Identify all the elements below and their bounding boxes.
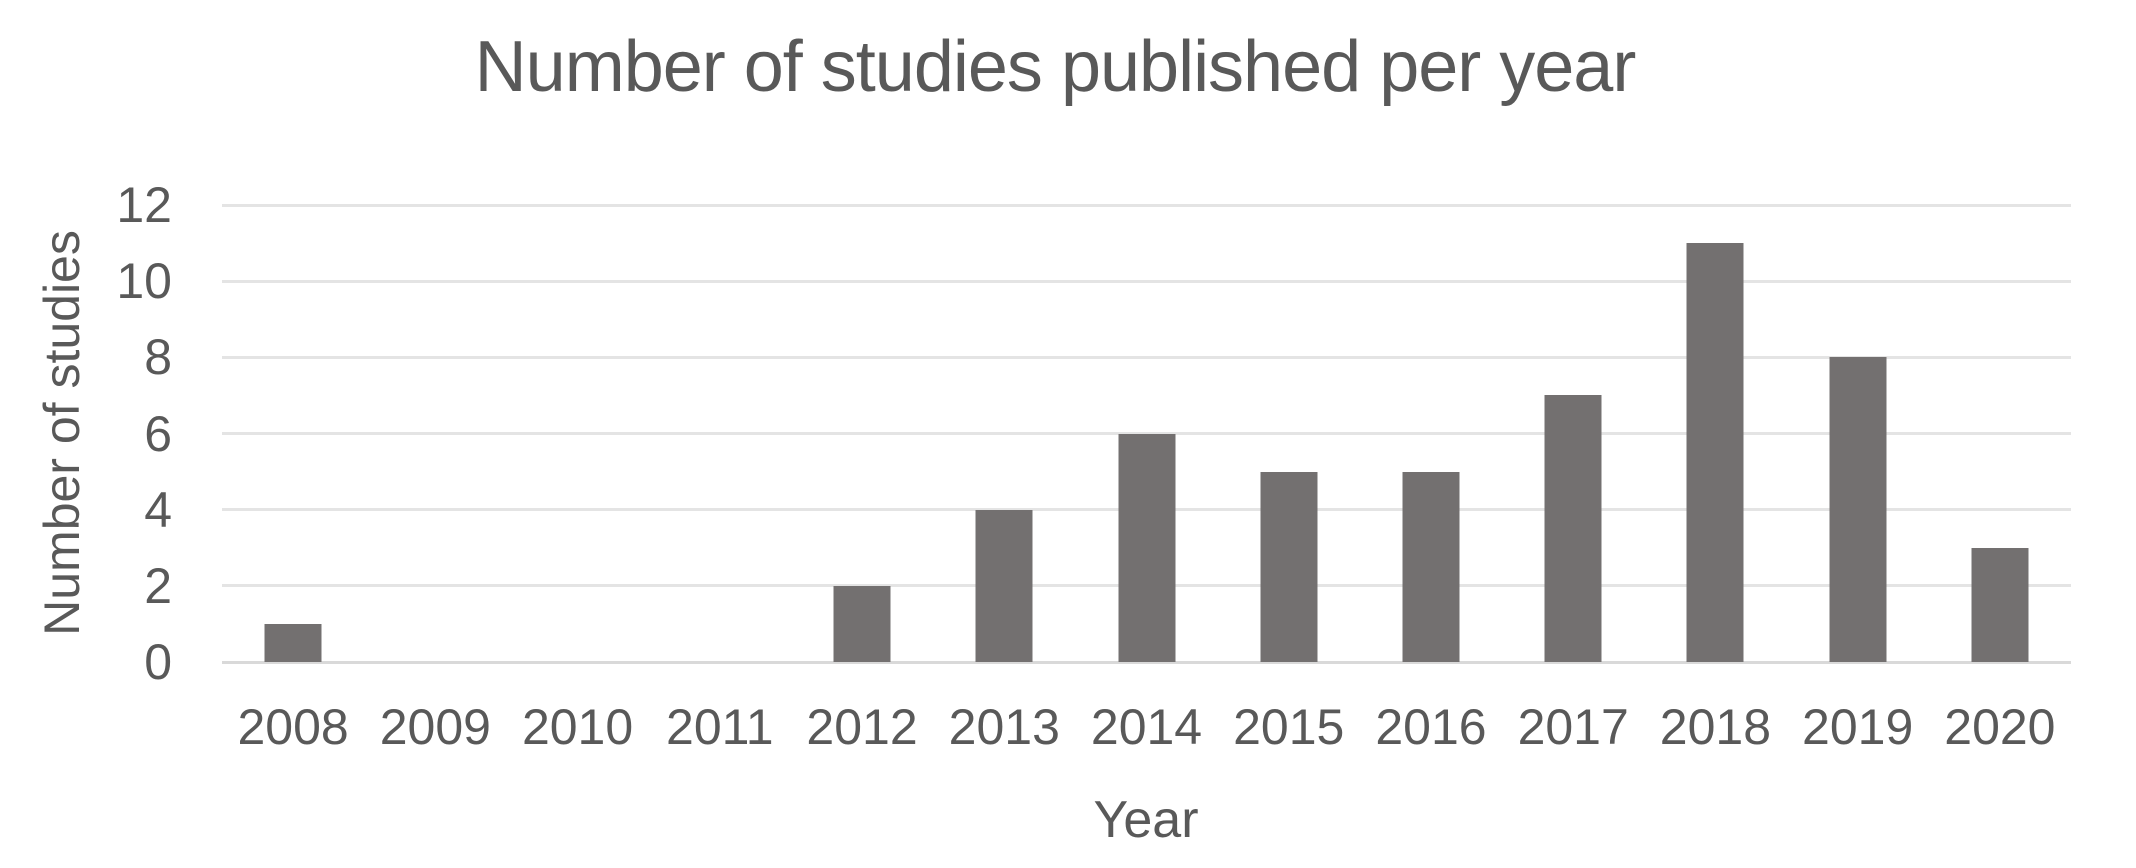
x-axis-title: Year <box>1093 791 1199 849</box>
x-tick-label: 2018 <box>1659 699 1772 755</box>
x-tick-label: 2011 <box>666 699 774 755</box>
x-tick-label: 2008 <box>237 699 349 755</box>
y-tick-label: 12 <box>116 177 172 233</box>
x-tick-label: 2010 <box>521 699 634 755</box>
bar-2018 <box>1686 243 1744 662</box>
gridline <box>222 279 2071 283</box>
x-tick-label: 2012 <box>806 699 918 755</box>
gridline <box>222 355 2071 359</box>
y-tick-label: 4 <box>144 481 172 538</box>
y-tick-label: 2 <box>144 557 172 614</box>
bar-2013 <box>975 509 1033 662</box>
y-tick-label: 6 <box>144 405 172 462</box>
x-tick-label: 2014 <box>1090 699 1203 755</box>
x-tick-label: 2020 <box>1944 699 2056 755</box>
y-tick-label: 8 <box>144 329 172 386</box>
y-tick-label: 0 <box>144 634 172 690</box>
bar-2008 <box>264 623 322 662</box>
bar-2015 <box>1260 471 1318 662</box>
gridline <box>222 203 2071 207</box>
plot-area <box>222 203 2071 664</box>
chart-title: Number of studies published per year <box>474 27 1637 107</box>
x-tick-label: 2017 <box>1517 699 1629 755</box>
y-axis-ticks: 0 2 4 6 8 10 12 <box>0 180 172 687</box>
bar-2016 <box>1402 471 1460 662</box>
x-tick-label: 2019 <box>1802 699 1914 755</box>
x-tick-label: 2016 <box>1375 699 1487 755</box>
bar-2012 <box>833 585 891 662</box>
y-tick-label: 10 <box>116 253 172 310</box>
bar-2014 <box>1118 433 1175 662</box>
x-axis-line <box>222 660 2071 664</box>
x-tick-label: 2009 <box>379 699 491 755</box>
bar-2019 <box>1829 357 1887 662</box>
bar-2020 <box>1971 547 2029 662</box>
x-tick-label: 2013 <box>948 699 1060 755</box>
x-axis-ticks: 2008 2009 2010 2011 2012 2013 2014 2015 2016 2017… <box>222 700 2071 760</box>
bar-2017 <box>1544 395 1602 662</box>
x-tick-label: 2015 <box>1233 699 1345 755</box>
